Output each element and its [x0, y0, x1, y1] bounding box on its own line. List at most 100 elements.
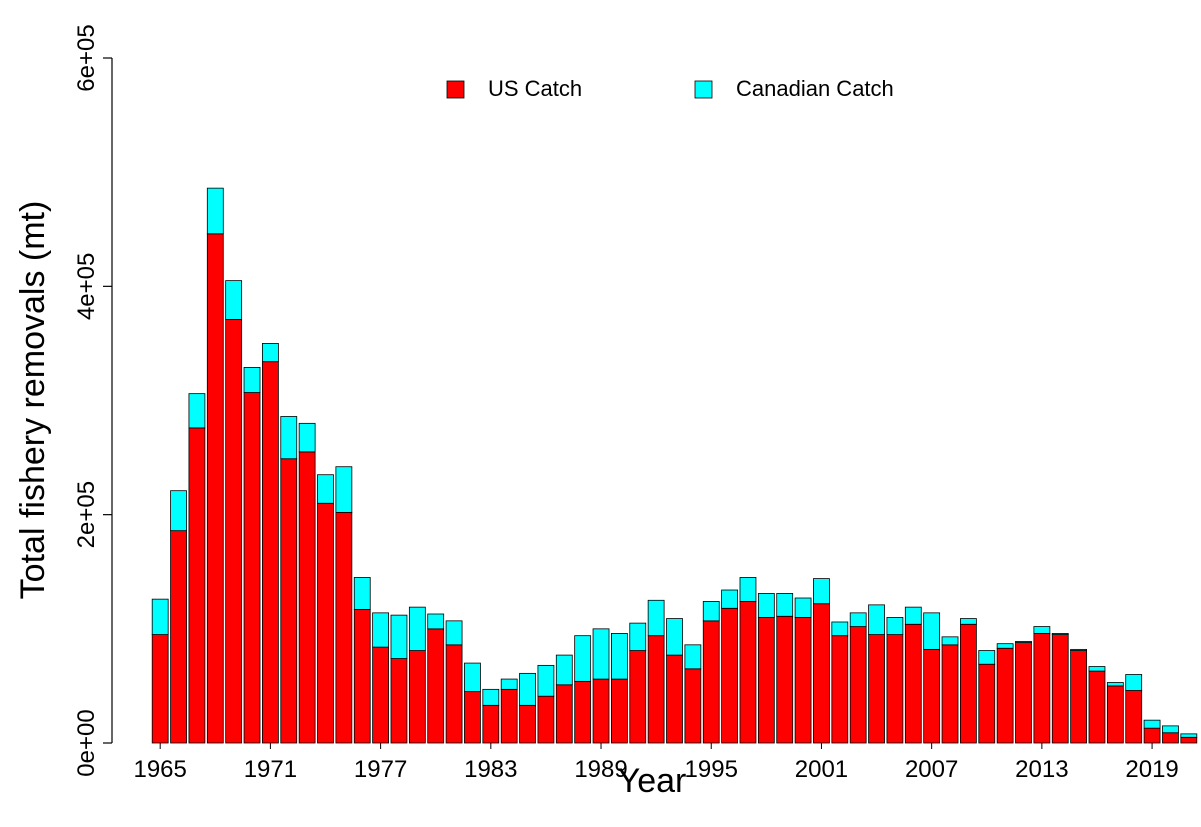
bar-segment — [684, 668, 702, 744]
bar-segment — [1106, 682, 1124, 687]
bar-segment — [1143, 719, 1161, 729]
bar-segment — [757, 617, 775, 744]
x-tick-label: 1977 — [354, 756, 407, 783]
x-tick-label: 1989 — [574, 756, 627, 783]
bar-segment — [170, 490, 187, 532]
bar-segment — [978, 650, 996, 665]
bar-segment — [996, 647, 1014, 744]
bar-segment — [941, 636, 959, 646]
bar-segment — [1180, 736, 1198, 744]
x-tick-label: 1983 — [464, 756, 517, 783]
bar-segment — [739, 577, 757, 602]
bar-segment — [188, 393, 206, 429]
bar-segment — [721, 607, 738, 744]
bar-segment — [537, 695, 555, 744]
bar-segment — [1051, 633, 1069, 635]
bar-segment — [702, 601, 720, 622]
y-tick-label: 4e+05 — [73, 253, 100, 320]
bar-segment — [611, 633, 628, 680]
bar-segment — [574, 680, 592, 744]
bar-segment — [960, 623, 977, 744]
y-tick-label: 6e+05 — [73, 24, 100, 91]
bar-segment — [262, 361, 279, 744]
bar-segment — [904, 623, 922, 744]
x-tick-label: 2007 — [905, 756, 958, 783]
bar-segment — [776, 593, 794, 617]
bar-segment — [684, 644, 702, 670]
bar-segment — [1125, 674, 1143, 691]
legend-swatch — [446, 80, 465, 99]
bar-segment — [482, 688, 500, 706]
bar-segment — [1015, 640, 1032, 643]
bar-segment — [1088, 670, 1106, 744]
bar-segment — [996, 643, 1014, 649]
bar-segment — [941, 644, 959, 744]
bar-segment — [206, 187, 224, 235]
bar-segment — [776, 615, 794, 744]
bar-segment — [519, 704, 536, 744]
bar-segment — [1033, 633, 1051, 744]
bar-segment — [1070, 650, 1087, 744]
bar-segment — [868, 634, 885, 744]
bar-segment — [647, 599, 665, 637]
bar-segment — [537, 664, 555, 697]
bar-segment — [298, 422, 316, 453]
bar-segment — [960, 618, 977, 625]
bar-segment — [317, 502, 334, 744]
bar-segment — [1162, 725, 1179, 734]
bar-segment — [666, 618, 683, 656]
y-axis-title: Total fishery removals (mt) — [14, 201, 52, 600]
x-tick-label: 1971 — [244, 756, 297, 783]
bar-segment — [519, 672, 536, 706]
bar-segment — [555, 684, 573, 744]
bar-segment — [1125, 690, 1143, 744]
legend-label: Canadian Catch — [736, 76, 894, 101]
x-tick-label: 2013 — [1015, 756, 1068, 783]
y-tick-label: 0e+00 — [73, 709, 100, 776]
bar-segment — [188, 427, 206, 744]
bar-segment — [647, 635, 665, 744]
bar-segment — [1070, 648, 1087, 651]
bar-segment — [1033, 626, 1051, 634]
bar-segment — [500, 678, 518, 690]
bar-segment — [280, 458, 298, 744]
bar-segment — [1143, 727, 1161, 744]
bar-segment — [1162, 732, 1179, 744]
bar-segment — [427, 613, 445, 630]
bar-segment — [225, 280, 243, 320]
x-tick-label: 2001 — [795, 756, 848, 783]
bar-segment — [904, 606, 922, 625]
bar-segment — [243, 392, 261, 744]
bar-segment — [151, 634, 169, 744]
bar-segment — [592, 678, 610, 744]
x-tick-label: 1965 — [133, 756, 186, 783]
bar-segment — [831, 635, 849, 744]
bar-segment — [390, 658, 408, 744]
bar-segment — [629, 622, 647, 651]
legend-swatch — [694, 80, 713, 99]
bar-segment — [574, 635, 592, 682]
bar-segment — [1088, 666, 1106, 672]
bar-segment — [1015, 642, 1032, 744]
bar-segment — [280, 416, 298, 460]
bar-segment — [335, 466, 353, 513]
bar-segment — [702, 620, 720, 744]
bar-segment — [666, 654, 683, 744]
bar-segment — [739, 601, 757, 744]
bar-segment — [849, 626, 867, 744]
bar-segment — [1051, 634, 1069, 744]
bar-segment — [923, 612, 941, 650]
bar-segment — [886, 617, 904, 635]
bar-segment — [794, 617, 812, 744]
bar-segment — [1106, 685, 1124, 744]
bar-segment — [372, 612, 389, 648]
bar-segment — [408, 650, 426, 744]
bar-segment — [794, 597, 812, 618]
bar-segment — [335, 511, 353, 744]
bar-segment — [886, 634, 904, 744]
bar-segment — [923, 648, 941, 744]
x-axis-title: Year — [618, 762, 687, 800]
bar-segment — [1180, 733, 1198, 738]
bar-segment — [445, 620, 463, 646]
bar-segment — [592, 628, 610, 680]
